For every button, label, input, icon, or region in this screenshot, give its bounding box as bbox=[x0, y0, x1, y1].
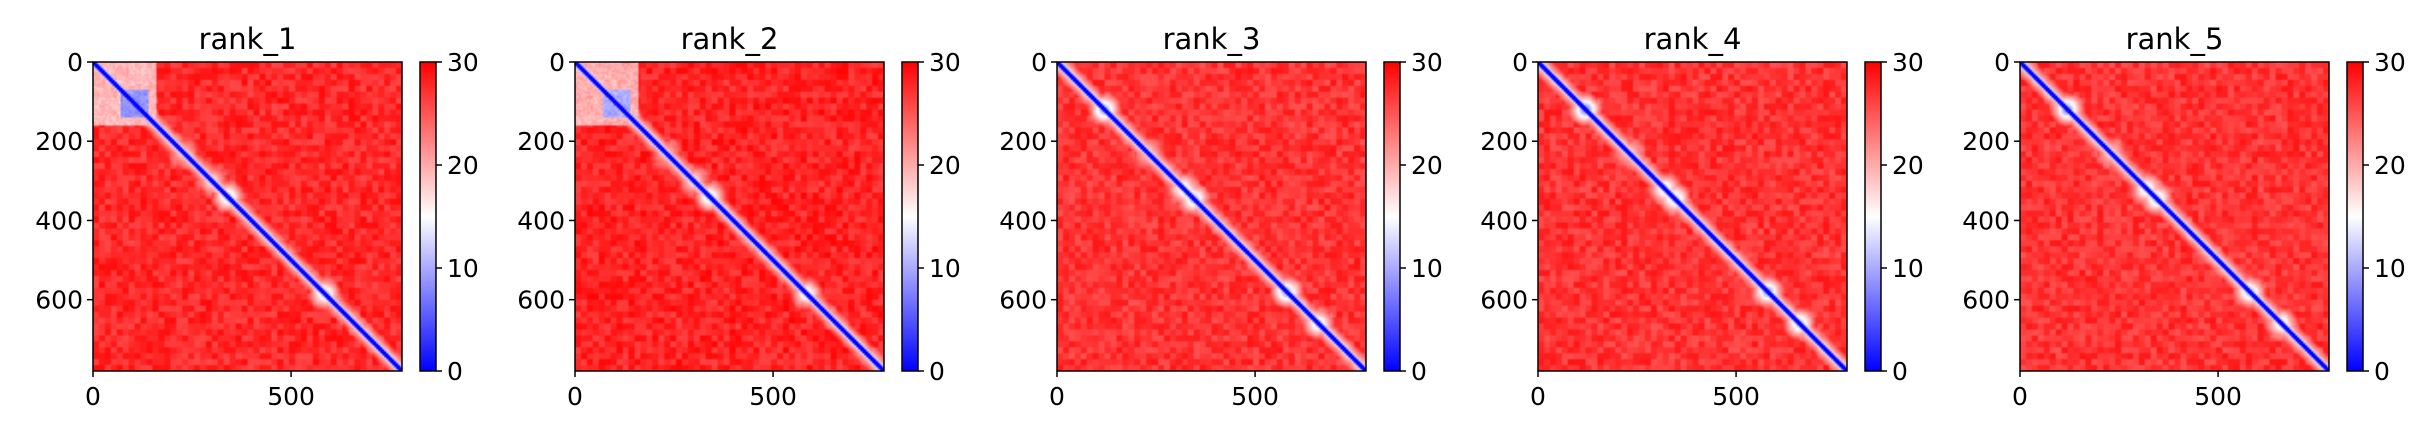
colorbar-tick-label: 10 bbox=[1892, 254, 1924, 283]
y-tick-label: 0 bbox=[67, 48, 83, 77]
colorbar-tick-label: 20 bbox=[447, 151, 479, 180]
panel-rank_1: rank_1 0 200 400 600 0 500 0 10 20 30 bbox=[35, 22, 479, 411]
y-tick-label: 400 bbox=[1962, 206, 2010, 235]
chart-title: rank_2 bbox=[681, 22, 779, 56]
y-tick-label: 600 bbox=[1962, 286, 2010, 315]
y-tick-label: 0 bbox=[549, 48, 565, 77]
panel-rank_3: rank_3 0 200 400 600 0 500 0 10 20 30 bbox=[999, 22, 1443, 411]
colorbar bbox=[419, 61, 437, 372]
y-tick-label: 400 bbox=[35, 206, 83, 235]
plot-frame bbox=[1537, 61, 1848, 372]
colorbar-tick-label: 30 bbox=[1411, 48, 1443, 77]
y-tick-label: 200 bbox=[999, 127, 1047, 156]
x-tick-label: 0 bbox=[567, 382, 583, 411]
y-tick-label: 200 bbox=[1480, 127, 1528, 156]
x-tick-label: 500 bbox=[1231, 382, 1279, 411]
x-tick-label: 0 bbox=[1049, 382, 1065, 411]
chart-title: rank_4 bbox=[1644, 22, 1742, 56]
y-tick-label: 600 bbox=[999, 286, 1047, 315]
colorbar-tick-label: 10 bbox=[447, 254, 479, 283]
panel-rank_2: rank_2 0 200 400 600 0 500 0 10 20 30 bbox=[517, 22, 961, 411]
x-tick-label: 0 bbox=[2012, 382, 2028, 411]
x-tick-label: 500 bbox=[267, 382, 315, 411]
chart-title: rank_5 bbox=[2126, 22, 2224, 56]
x-tick-label: 500 bbox=[2194, 382, 2242, 411]
heatmap-image bbox=[93, 62, 402, 371]
plot-frame bbox=[1056, 61, 1367, 372]
colorbar-tick-label: 0 bbox=[1892, 357, 1908, 386]
y-tick-label: 400 bbox=[999, 206, 1047, 235]
y-tick-label: 400 bbox=[517, 206, 565, 235]
y-tick-label: 600 bbox=[35, 286, 83, 315]
chart-title: rank_1 bbox=[199, 22, 297, 56]
colorbar bbox=[901, 61, 919, 372]
colorbar-tick-label: 10 bbox=[929, 254, 961, 283]
heatmap-image bbox=[1057, 62, 1366, 371]
y-tick-label: 600 bbox=[1480, 286, 1528, 315]
x-tick-label: 500 bbox=[1712, 382, 1760, 411]
y-tick-label: 400 bbox=[1480, 206, 1528, 235]
colorbar-tick-label: 20 bbox=[2374, 151, 2406, 180]
x-tick-label: 0 bbox=[1530, 382, 1546, 411]
colorbar-tick-label: 10 bbox=[2374, 254, 2406, 283]
colorbar-tick-label: 20 bbox=[1411, 151, 1443, 180]
colorbar-tick-label: 20 bbox=[929, 151, 961, 180]
colorbar-tick-label: 30 bbox=[447, 48, 479, 77]
x-tick-label: 0 bbox=[85, 382, 101, 411]
y-tick-label: 200 bbox=[1962, 127, 2010, 156]
colorbar bbox=[2346, 61, 2364, 372]
heatmap-image bbox=[1538, 62, 1847, 371]
plot-frame bbox=[2019, 61, 2330, 372]
colorbar-tick-label: 0 bbox=[1411, 357, 1427, 386]
colorbar-tick-label: 0 bbox=[447, 357, 463, 386]
heatmap-image bbox=[2020, 62, 2329, 371]
colorbar-tick-label: 0 bbox=[2374, 357, 2390, 386]
y-tick-label: 600 bbox=[517, 286, 565, 315]
heatmap-image bbox=[575, 62, 884, 371]
colorbar-tick-label: 20 bbox=[1892, 151, 1924, 180]
y-tick-label: 0 bbox=[1512, 48, 1528, 77]
plot-frame bbox=[574, 61, 885, 372]
colorbar-tick-label: 30 bbox=[1892, 48, 1924, 77]
colorbar-tick-label: 10 bbox=[1411, 254, 1443, 283]
panel-rank_4: rank_4 0 200 400 600 0 500 0 10 20 30 bbox=[1480, 22, 1924, 411]
plot-frame bbox=[92, 61, 403, 372]
y-tick-label: 200 bbox=[35, 127, 83, 156]
y-tick-label: 200 bbox=[517, 127, 565, 156]
colorbar-tick-label: 30 bbox=[929, 48, 961, 77]
y-tick-label: 0 bbox=[1031, 48, 1047, 77]
colorbar-tick-label: 30 bbox=[2374, 48, 2406, 77]
colorbar bbox=[1864, 61, 1882, 372]
chart-title: rank_3 bbox=[1163, 22, 1261, 56]
y-tick-label: 0 bbox=[1994, 48, 2010, 77]
x-tick-label: 500 bbox=[749, 382, 797, 411]
colorbar bbox=[1383, 61, 1401, 372]
panel-rank_5: rank_5 0 200 400 600 0 500 0 10 20 30 bbox=[1962, 22, 2406, 411]
colorbar-tick-label: 0 bbox=[929, 357, 945, 386]
